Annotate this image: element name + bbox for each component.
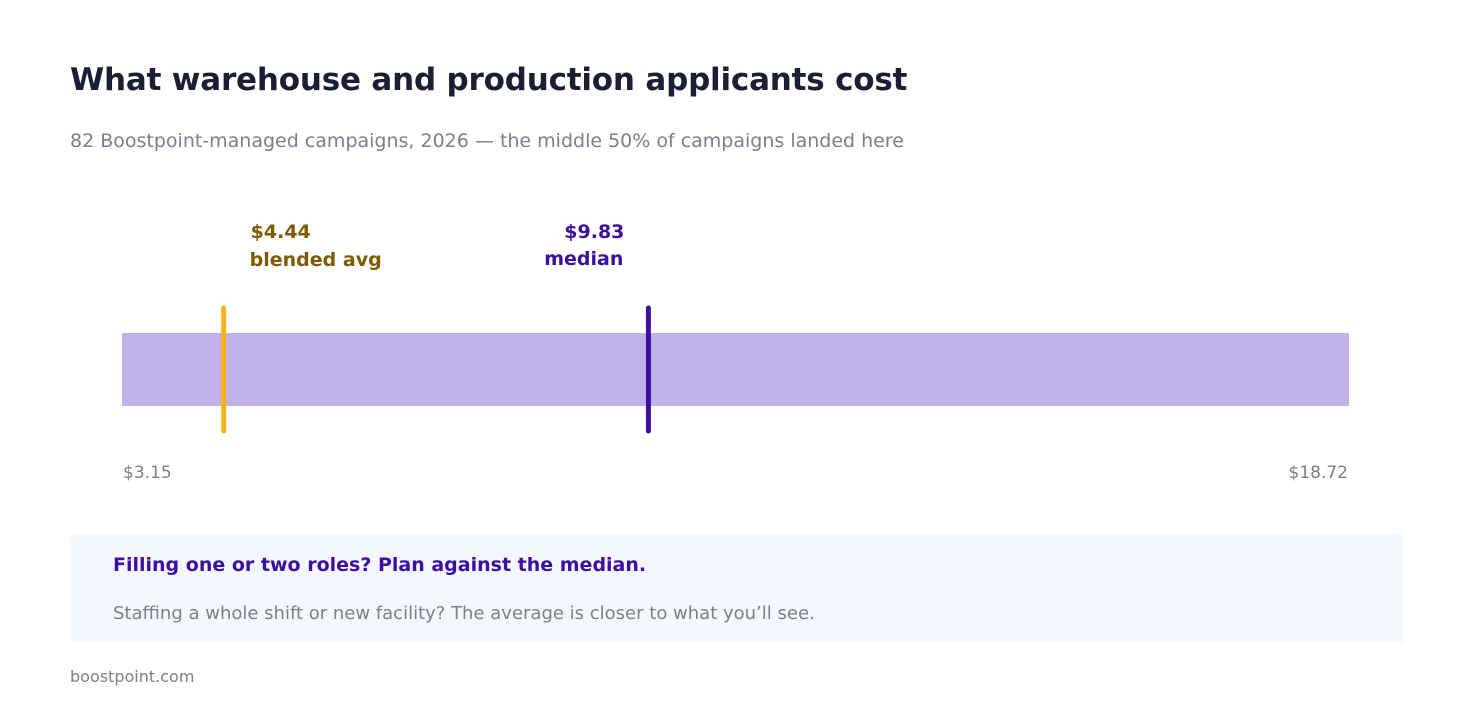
chart-subtitle: 82 Boostpoint-managed campaigns, 2026 — … <box>70 130 904 152</box>
blended-avg-name-label: blended avg <box>250 249 382 271</box>
median-value-label: $9.83 <box>564 221 624 243</box>
chart-title: What warehouse and production applicants… <box>70 62 908 98</box>
callout-body: Staffing a whole shift or new facility? … <box>113 603 815 624</box>
guidance-callout: Filling one or two roles? Plan against t… <box>70 534 1403 642</box>
source-footer: boostpoint.com <box>70 667 195 686</box>
blended-avg-value-label: $4.44 <box>251 221 311 243</box>
interquartile-band <box>122 333 1349 406</box>
range-max-label: $18.72 <box>1289 463 1348 483</box>
callout-heading: Filling one or two roles? Plan against t… <box>113 554 647 576</box>
range-min-label: $3.15 <box>123 463 172 483</box>
range-chart: $4.44 blended avg $9.83 median $3.15 $18… <box>122 221 1349 483</box>
median-name-label: median <box>544 248 623 270</box>
